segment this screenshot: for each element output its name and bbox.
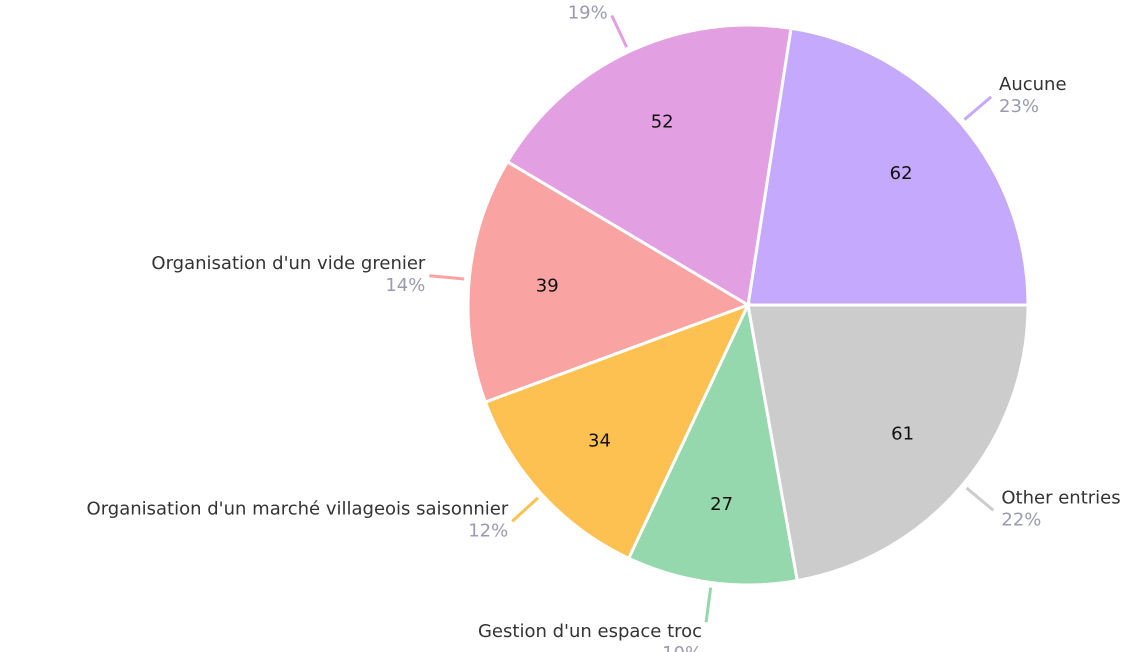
slice-name-label: Organisation d'un vide grenier xyxy=(151,253,426,274)
slice-percent-label: 14% xyxy=(385,275,425,296)
pie-slice xyxy=(746,303,1030,583)
pie-slice xyxy=(483,302,751,561)
leader-line xyxy=(704,587,713,623)
pie-slice xyxy=(746,26,1030,307)
slice-name-label: Aucune xyxy=(999,74,1067,95)
slice-percent-label: 10% xyxy=(662,643,702,652)
slice-percent-label: 23% xyxy=(999,96,1039,117)
slice-name-label: Other entries xyxy=(1001,487,1120,508)
slice-value-label: 61 xyxy=(891,423,914,444)
slice-name-label: Gestion d'un espace troc xyxy=(478,621,702,642)
leader-line xyxy=(965,486,995,512)
leader-line xyxy=(610,14,629,48)
leader-line xyxy=(429,274,465,281)
pie-slice xyxy=(466,159,752,405)
slice-percent-label: 12% xyxy=(468,520,508,541)
slice-value-label: 34 xyxy=(588,430,611,451)
pie-slice xyxy=(505,23,793,308)
slice-value-label: 27 xyxy=(710,494,733,515)
leader-line xyxy=(511,496,540,523)
slice-value-label: 39 xyxy=(536,276,559,297)
slice-value-label: 62 xyxy=(890,163,913,184)
pie-slice xyxy=(626,300,800,587)
slice-percent-label: 22% xyxy=(1001,509,1041,530)
slice-percent-label: 19% xyxy=(568,2,608,23)
slice-value-label: 52 xyxy=(651,112,674,133)
leader-line xyxy=(963,95,993,121)
slice-name-label: Organisation d'un marché villageois sais… xyxy=(87,498,509,519)
